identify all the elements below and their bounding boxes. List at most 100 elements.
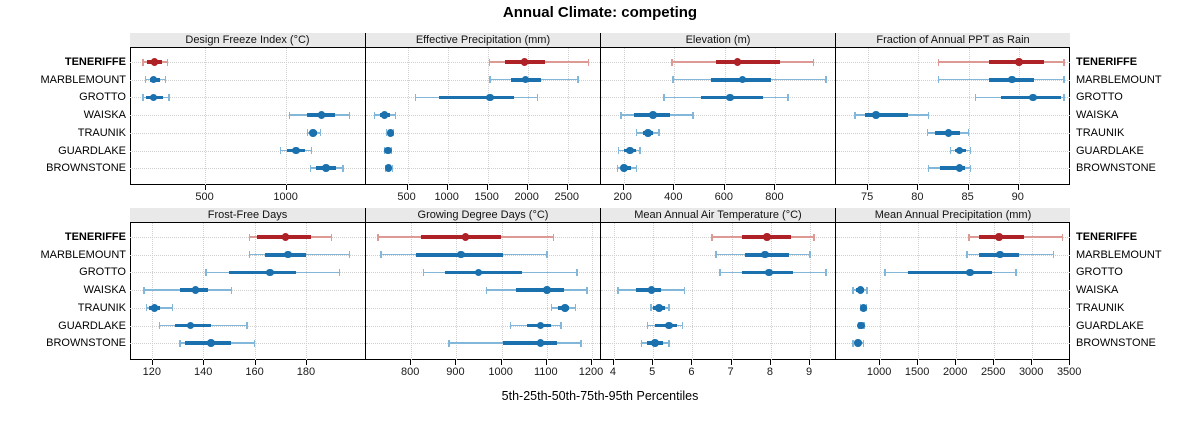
- axis-tick-mark: [917, 185, 919, 190]
- whisker-cap: [279, 147, 282, 154]
- axis-tick-mark: [203, 360, 205, 365]
- whisker-cap: [587, 58, 590, 66]
- gridline-vertical: [527, 48, 529, 185]
- whisker-cap: [926, 129, 929, 137]
- gridline-vertical: [623, 48, 625, 185]
- gridline-horizontal: [130, 254, 365, 256]
- whisker-cap: [145, 304, 148, 312]
- whisker-cap: [1063, 58, 1065, 66]
- panel-plot: [600, 223, 835, 360]
- median-dot: [763, 233, 771, 241]
- site-label-left: WAISKA: [83, 109, 126, 122]
- whisker-cap: [394, 111, 397, 119]
- gridline-vertical: [968, 48, 970, 185]
- axis-tick-mark: [305, 360, 307, 365]
- axis-tick-mark: [410, 360, 412, 365]
- panel-strip: Fraction of Annual PPT as Rain: [835, 33, 1070, 48]
- panel-strip-title: Frost-Free Days: [207, 209, 288, 221]
- axis-tick-mark: [1031, 360, 1033, 365]
- whisker-cap: [179, 339, 181, 347]
- whisker-cap: [171, 304, 174, 312]
- iqr-box: [865, 113, 909, 117]
- whisker-cap: [1061, 233, 1064, 241]
- axis-tick-mark: [809, 360, 811, 365]
- axis-tick-mark: [486, 185, 488, 190]
- gridline-vertical: [994, 223, 996, 360]
- whisker-cap: [927, 164, 930, 172]
- gridline-horizontal: [601, 325, 835, 327]
- median-dot: [521, 75, 530, 84]
- site-label-left: MARBLEMOUNT: [40, 248, 126, 261]
- whisker-cap: [966, 251, 968, 259]
- median-dot: [322, 164, 330, 172]
- median-dot: [474, 268, 483, 277]
- whisker-cap: [813, 233, 815, 241]
- whisker-cap: [144, 76, 147, 84]
- axis-tick-label: 3500: [1056, 366, 1082, 378]
- site-label-left: TENERIFFE: [64, 56, 126, 68]
- axis-tick-mark: [917, 360, 919, 365]
- whisker-cap: [617, 286, 619, 294]
- whisker-cap: [142, 58, 144, 66]
- whisker-cap: [635, 164, 638, 172]
- whisker-cap: [787, 93, 789, 101]
- axis-tick-mark: [455, 360, 457, 365]
- site-label-right: WAISKA: [1076, 109, 1119, 122]
- gridline-vertical: [447, 48, 449, 185]
- gridline-horizontal: [601, 290, 835, 292]
- whisker-cap: [422, 268, 425, 276]
- whisker-cap: [385, 129, 388, 137]
- gridline-horizontal: [836, 307, 1070, 309]
- gridline-vertical: [880, 223, 882, 360]
- gridline-vertical: [1018, 48, 1020, 185]
- gridline-horizontal: [366, 307, 600, 309]
- whisker-cap: [348, 251, 351, 259]
- site-label-left: TENERIFFE: [64, 231, 126, 243]
- gridline-horizontal: [601, 115, 835, 117]
- median-dot: [486, 93, 494, 102]
- whisker-cap: [246, 322, 248, 329]
- whisker-cap: [288, 111, 291, 119]
- median-dot: [207, 339, 215, 347]
- panel-strip-title: Effective Precipitation (mm): [415, 34, 551, 46]
- whisker-cap: [866, 286, 868, 294]
- median-dot: [384, 146, 392, 155]
- iqr-box: [228, 270, 296, 275]
- site-label-right: GROTTO: [1076, 91, 1123, 104]
- site-label-right: WAISKA: [1076, 284, 1119, 297]
- gridline-horizontal: [836, 343, 1070, 345]
- gridline-vertical: [613, 223, 615, 360]
- whisker-cap: [143, 286, 145, 294]
- whisker-cap: [683, 286, 686, 294]
- median-dot: [380, 111, 389, 119]
- axis-tick-mark: [566, 185, 568, 190]
- axis-tick-label: 2000: [942, 366, 968, 378]
- whisker-cap: [348, 111, 351, 119]
- site-label-left: TRAUNIK: [77, 126, 126, 139]
- median-dot: [966, 268, 974, 277]
- whisker-cap: [550, 304, 553, 312]
- axis-tick-mark: [652, 360, 654, 365]
- whisker-cap: [373, 111, 376, 119]
- median-dot: [457, 250, 465, 259]
- gridline-vertical: [487, 48, 489, 185]
- gridline-vertical: [501, 223, 503, 360]
- gridline-vertical: [567, 48, 569, 185]
- median-dot: [281, 233, 290, 241]
- whisker-cap: [574, 304, 577, 312]
- whisker-cap: [168, 93, 170, 101]
- gridline-vertical: [456, 223, 458, 360]
- gridline-vertical: [674, 48, 676, 185]
- whisker-cap: [681, 322, 684, 329]
- whisker-cap: [650, 304, 652, 312]
- median-dot: [561, 304, 569, 312]
- iqr-box: [907, 270, 992, 275]
- panel-strip-title: Design Freeze Index (°C): [185, 34, 310, 46]
- whisker-cap: [391, 164, 394, 172]
- axis-tick-mark: [622, 185, 624, 190]
- whisker-cap: [577, 76, 579, 84]
- median-dot: [996, 250, 1004, 259]
- whisker-cap: [586, 286, 588, 294]
- site-label-right: BROWNSTONE: [1076, 337, 1156, 350]
- median-dot: [186, 321, 195, 330]
